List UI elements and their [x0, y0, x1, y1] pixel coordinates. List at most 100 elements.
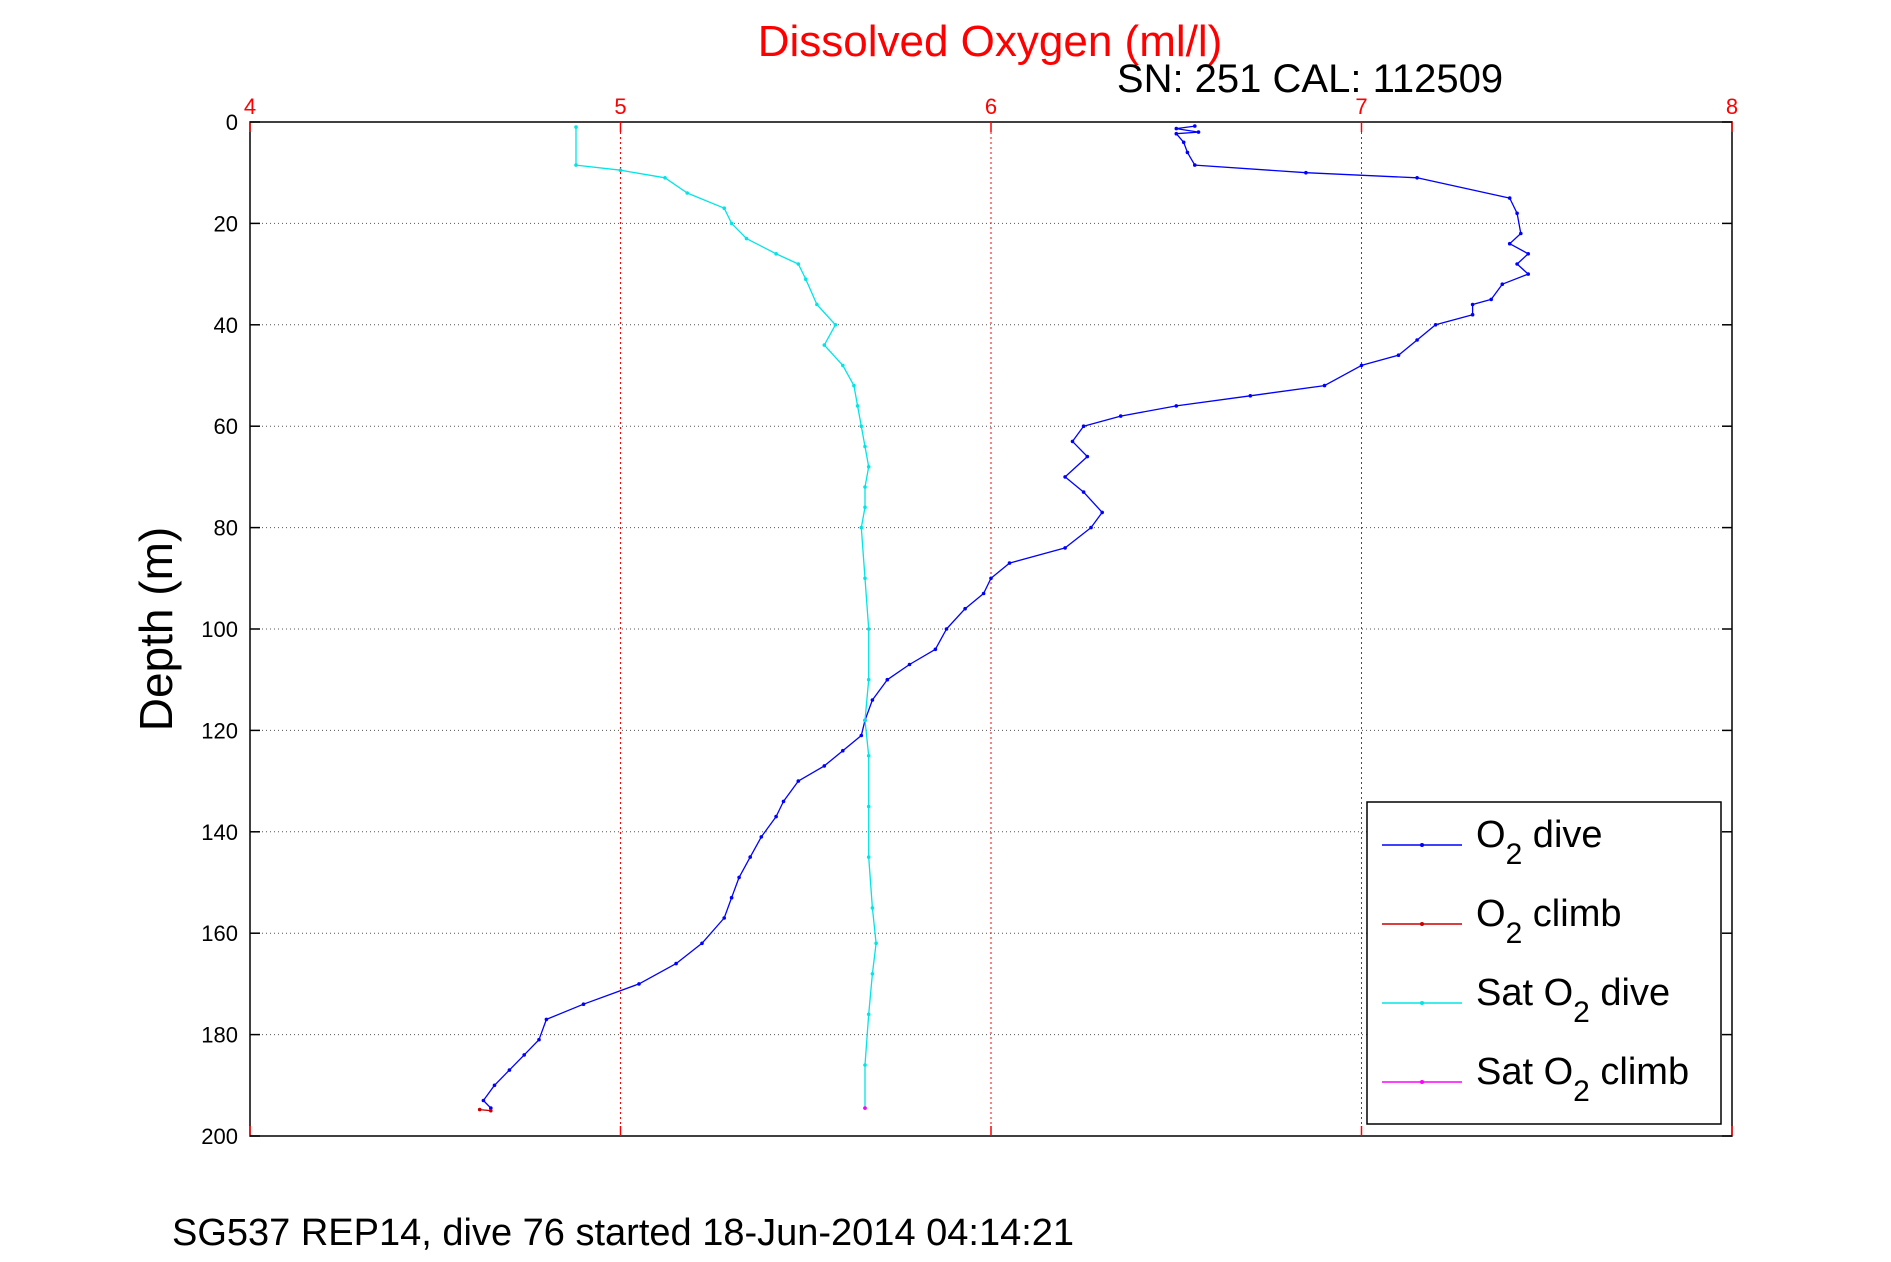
data-point [685, 191, 689, 195]
data-point [1359, 363, 1364, 368]
series-o2-dive [481, 124, 1530, 1110]
y-tick-label: 200 [201, 1124, 238, 1149]
data-point [796, 262, 801, 266]
data-point [522, 1053, 526, 1057]
data-point [722, 206, 726, 210]
x-axis: 4 5 6 7 8 [244, 94, 1738, 1136]
data-point [981, 591, 986, 596]
data-point [1193, 163, 1197, 167]
data-point [866, 754, 871, 758]
y-tick-label: 100 [201, 617, 238, 642]
y-tick-label: 20 [214, 211, 238, 236]
data-point [1081, 490, 1086, 494]
data-point [1070, 439, 1075, 444]
data-point [674, 961, 678, 966]
y-tick-label: 120 [201, 718, 238, 743]
series-sat-o2-climb [863, 1106, 867, 1110]
series-line-o2-dive [482, 125, 1529, 1109]
data-point [618, 168, 623, 172]
series-o2-climb [477, 1107, 493, 1113]
y-tick-label: 60 [214, 414, 238, 439]
data-point [1396, 353, 1401, 358]
data-point [1085, 454, 1090, 459]
data-point [866, 1012, 871, 1017]
data-point [574, 163, 578, 167]
data-point [859, 733, 864, 738]
data-point [1526, 272, 1530, 276]
data-point [544, 1017, 549, 1022]
data-point [1100, 510, 1104, 515]
data-point [833, 323, 838, 327]
data-point [874, 941, 878, 946]
data-point [1500, 282, 1505, 287]
data-point [1470, 312, 1475, 317]
data-point [863, 444, 867, 449]
y-axis-label: Depth (m) [130, 527, 182, 731]
data-point [1470, 302, 1475, 307]
data-point [729, 221, 734, 226]
data-point [866, 465, 871, 469]
data-point [1526, 252, 1530, 256]
y-tick-label: 180 [201, 1023, 238, 1048]
data-point [1322, 383, 1327, 388]
data-point [870, 906, 875, 910]
data-point [489, 1106, 493, 1110]
legend-entry: O2 dive [1476, 814, 1603, 871]
data-point [1415, 338, 1419, 342]
data-point [581, 1002, 586, 1006]
data-point [866, 855, 871, 859]
data-point [1193, 124, 1197, 128]
legend: O2 dive O2 climb Sat O2 dive Sat O2 climb [1366, 801, 1722, 1125]
data-point [1174, 131, 1179, 136]
data-point [841, 363, 845, 368]
data-point [1433, 323, 1438, 327]
data-point [1174, 126, 1179, 131]
data-point [822, 764, 827, 768]
legend-entry: Sat O2 climb [1476, 1051, 1689, 1108]
data-point [944, 627, 949, 631]
data-point [774, 814, 778, 819]
data-point [804, 277, 808, 282]
data-point [1063, 546, 1067, 550]
data-point [1081, 424, 1086, 429]
data-point [1196, 130, 1201, 134]
data-point [663, 176, 667, 180]
data-point [1118, 414, 1123, 418]
data-point [574, 125, 578, 129]
data-point [866, 627, 871, 631]
data-point [1181, 140, 1186, 145]
data-point [1248, 394, 1253, 398]
data-point [870, 972, 875, 976]
data-point [1304, 170, 1308, 175]
data-point [637, 982, 641, 986]
data-point [855, 404, 860, 408]
data-point [748, 855, 752, 859]
legend-marker [1420, 922, 1424, 926]
legend-marker [1420, 1001, 1424, 1005]
data-point [537, 1037, 541, 1042]
y-axis: 0 20 40 60 80 100 120 140 160 180 200 [201, 110, 1732, 1149]
data-point [822, 343, 827, 347]
data-point [481, 1098, 486, 1103]
data-point [796, 779, 801, 783]
x-tick-label: 5 [614, 94, 626, 119]
data-point [989, 576, 993, 581]
data-point [863, 1063, 867, 1067]
data-point [1185, 150, 1190, 155]
data-point [744, 236, 749, 241]
data-point [885, 677, 890, 682]
x-tick-label: 6 [985, 94, 997, 119]
data-point [863, 485, 867, 489]
data-point [737, 875, 741, 880]
x-tick-label: 8 [1726, 94, 1738, 119]
chart-title: Dissolved Oxygen (ml/l) [758, 17, 1223, 66]
data-point [781, 799, 786, 804]
y-tick-label: 160 [201, 921, 238, 946]
data-point [852, 383, 856, 388]
data-point [1415, 176, 1419, 180]
y-tick-label: 0 [226, 110, 238, 135]
data-point [866, 804, 871, 809]
legend-marker [1420, 1080, 1424, 1084]
data-point [729, 895, 734, 900]
data-point [870, 698, 875, 702]
